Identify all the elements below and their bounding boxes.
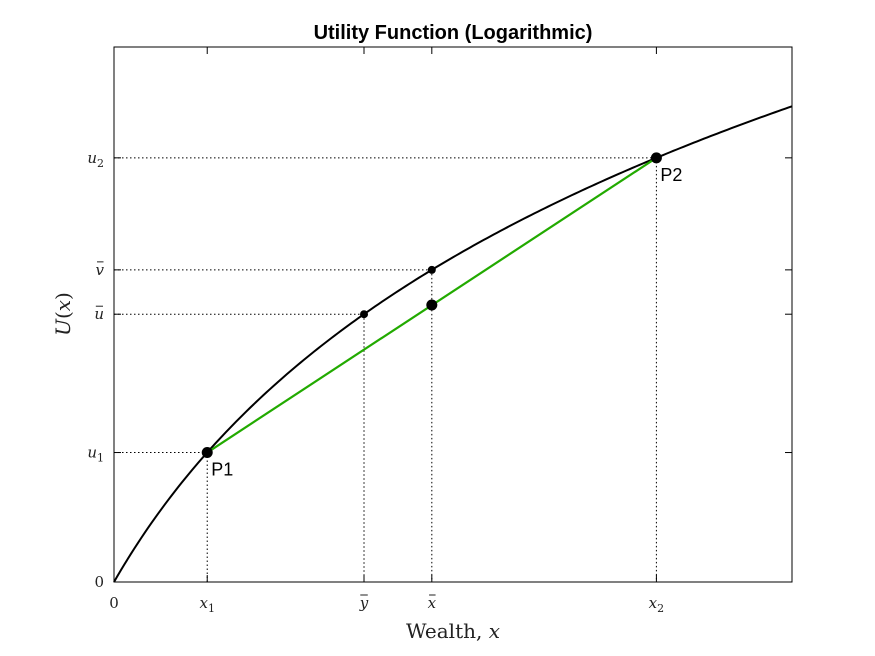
y-tick-label: u2	[87, 149, 104, 170]
guide-lines	[114, 157, 657, 582]
utility-curve	[113, 105, 793, 583]
y-tick-label: v	[96, 261, 105, 279]
y-tick-label: u	[94, 305, 104, 323]
axis-ticks	[113, 47, 792, 583]
x-tick-label: x	[428, 594, 437, 612]
x-tick-label: x1	[199, 594, 214, 615]
y-tick-label: u1	[87, 444, 104, 465]
x-axis-label: Wealth, x	[406, 619, 500, 643]
x-tick-label: x2	[649, 594, 664, 615]
data-points: P1 P2	[201, 152, 682, 480]
point-curve_at_xbar	[427, 265, 436, 274]
y-axis-label: U(x)	[51, 292, 75, 336]
y-tick-label: 0	[94, 573, 104, 591]
point-P1	[201, 447, 213, 459]
plot-frame	[113, 46, 793, 583]
point-label-P1: P1	[211, 460, 233, 480]
point-label-P2: P2	[660, 165, 682, 185]
point-chord_mean	[426, 299, 438, 311]
chart-title: Utility Function (Logarithmic)	[314, 22, 593, 44]
point-P2	[650, 152, 662, 164]
point-curve_at_ybar	[360, 310, 369, 319]
tick-labels: 0 x1 y x x2 0 u1 u v u2	[87, 149, 664, 615]
x-tick-label: y	[359, 594, 369, 612]
x-tick-label: 0	[109, 594, 119, 612]
